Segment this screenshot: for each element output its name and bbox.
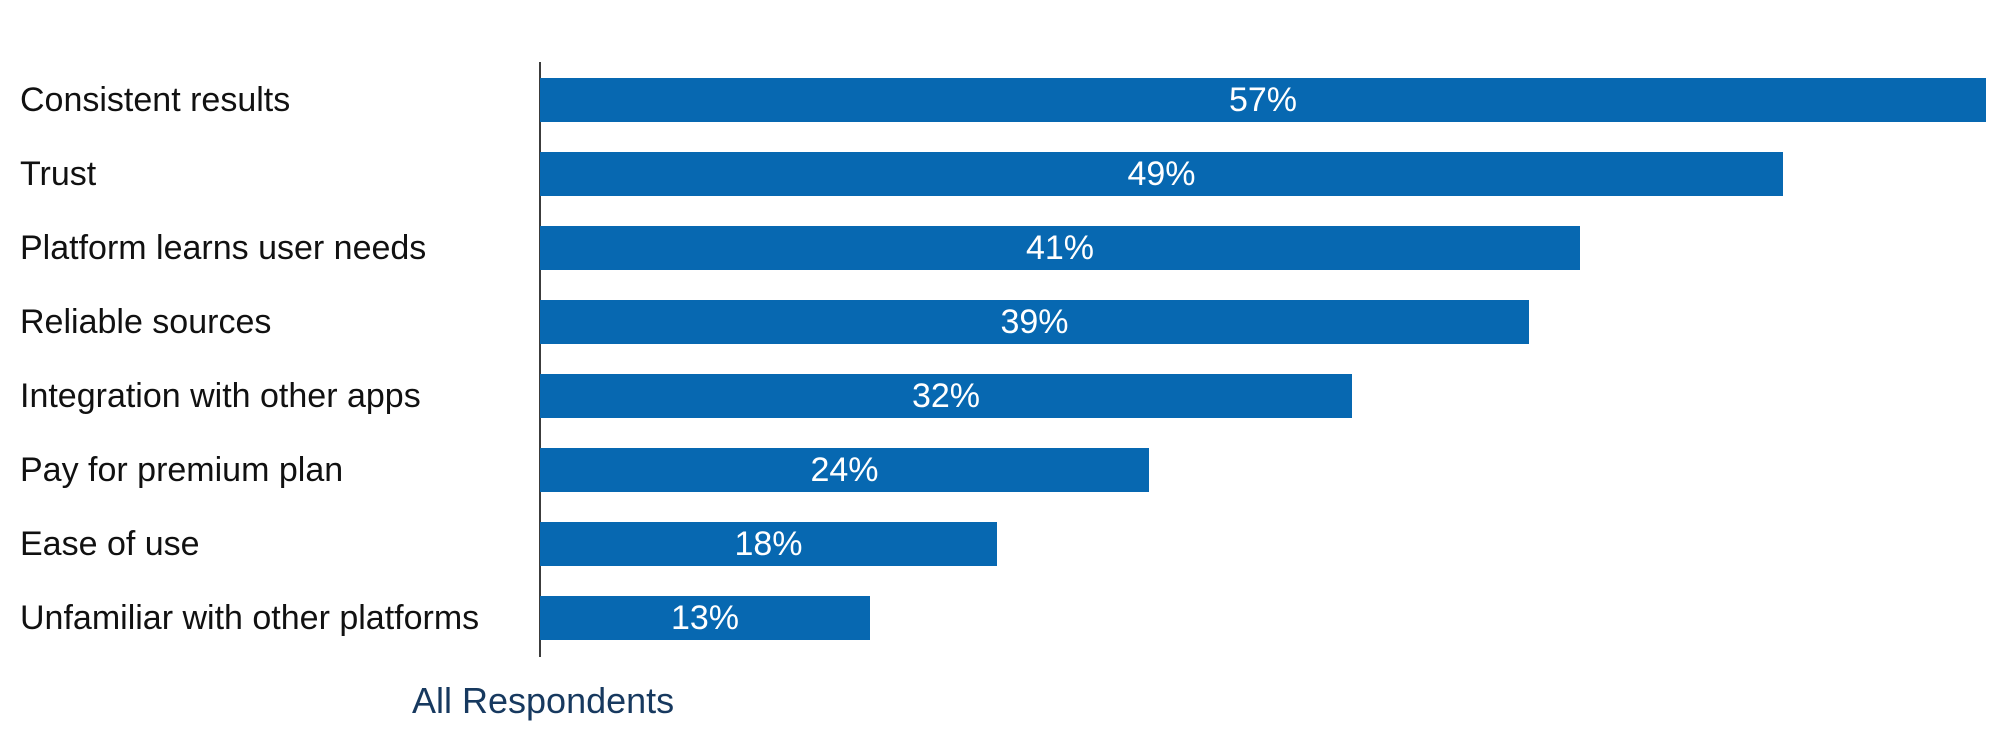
category-label: Reliable sources — [20, 303, 272, 341]
category-label: Platform learns user needs — [20, 229, 427, 267]
bar: 24% — [540, 448, 1149, 492]
bar-row: Platform learns user needs 41% — [0, 226, 2000, 270]
bar-row: Pay for premium plan 24% — [0, 448, 2000, 492]
bar: 49% — [540, 152, 1783, 196]
legend-label: All Respondents — [412, 680, 675, 721]
value-label: 13% — [670, 598, 740, 637]
category-label: Integration with other apps — [20, 377, 421, 415]
value-label: 39% — [1000, 302, 1069, 341]
category-label: Consistent results — [20, 81, 291, 119]
bar-row: Ease of use 18% — [0, 522, 2000, 566]
bar: 39% — [540, 300, 1529, 344]
bar: 57% — [540, 78, 1986, 122]
category-label: Trust — [20, 155, 97, 193]
value-label: 18% — [734, 524, 803, 563]
category-label: Pay for premium plan — [20, 451, 344, 489]
value-label: 57% — [1228, 80, 1298, 119]
value-label: 41% — [1025, 228, 1095, 267]
category-label: Unfamiliar with other platforms — [20, 599, 480, 637]
bar-row: Trust 49% — [0, 152, 2000, 196]
category-label: Ease of use — [20, 525, 200, 563]
bar: 41% — [540, 226, 1580, 270]
bar-row: Integration with other apps 32% — [0, 374, 2000, 418]
y-axis-line — [539, 62, 541, 657]
bar-row: Consistent results 57% — [0, 78, 2000, 122]
value-label: 24% — [810, 450, 879, 489]
bar-row: Unfamiliar with other platforms 13% — [0, 596, 2000, 640]
bar: 13% — [540, 596, 870, 640]
value-label: 49% — [1127, 154, 1196, 193]
bar: 18% — [540, 522, 997, 566]
bar: 32% — [540, 374, 1352, 418]
bar-row: Reliable sources 39% — [0, 300, 2000, 344]
value-label: 32% — [911, 376, 981, 415]
